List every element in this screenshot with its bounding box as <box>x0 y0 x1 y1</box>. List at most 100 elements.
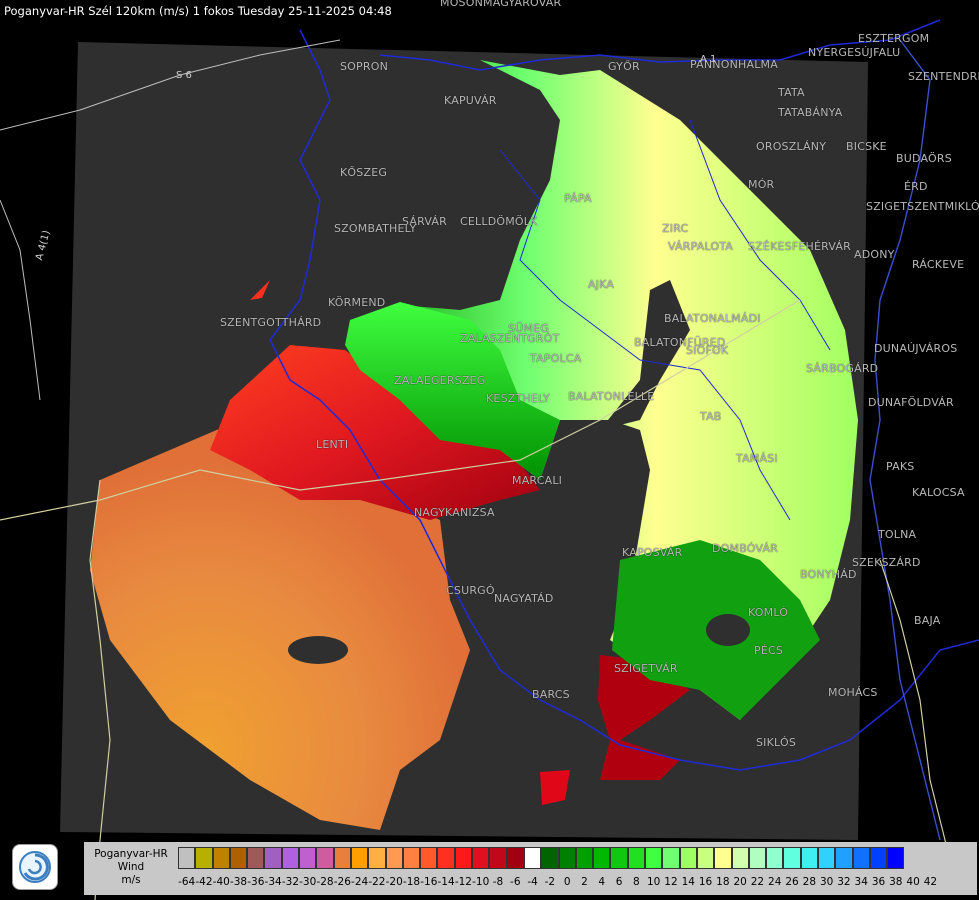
road-label: S 6 <box>176 70 192 81</box>
legend-swatch <box>420 847 438 869</box>
place-label: SZIGETVÁR <box>614 662 678 675</box>
legend-swatches <box>178 847 905 871</box>
place-label: DUNAÚJVÁROS <box>874 342 958 355</box>
border-line-north <box>379 19 941 71</box>
legend-tick-label: -8 <box>492 876 504 888</box>
legend-swatch <box>454 847 473 869</box>
legend-swatch <box>264 847 282 869</box>
legend-tick-label: 0 <box>563 876 571 888</box>
place-label: CELLDÖMÖLK <box>460 215 538 228</box>
place-label: LENTI <box>316 438 349 451</box>
legend-tick-label: -16 <box>420 876 438 888</box>
legend-tick-label: -34 <box>264 876 282 888</box>
blank-patch-1 <box>288 636 348 664</box>
blank-patch-2 <box>706 614 750 646</box>
legend-tick-label: -14 <box>437 876 455 888</box>
place-label: SÁRBOGÁRD <box>806 362 879 375</box>
legend-tick-label: -10 <box>472 876 490 888</box>
legend-tick-label: 36 <box>871 876 886 888</box>
place-label: TAB <box>700 410 722 423</box>
place-label: DOMBÓVÁR <box>712 542 779 555</box>
place-label: MOSONMAGYARÓVÁR <box>440 0 562 9</box>
road-label: A 1 <box>700 54 717 65</box>
legend-swatch <box>696 847 715 869</box>
place-label: ZALAEGERSZEG <box>394 374 486 387</box>
legend-tick-label: -32 <box>281 876 299 888</box>
road-line-3 <box>879 559 951 861</box>
place-label: KOMLÓ <box>748 606 789 619</box>
legend-swatch <box>472 847 490 869</box>
legend-swatch <box>195 847 213 869</box>
place-label: RÁCKEVE <box>912 258 965 271</box>
place-label: ÉRD <box>904 180 928 193</box>
place-label: PANNONHALMA <box>690 58 778 71</box>
legend-tick-label: 10 <box>646 876 661 888</box>
place-label: SZEKSZÁRD <box>852 556 921 569</box>
legend-tick-label: 16 <box>698 876 713 888</box>
legend-swatch <box>333 847 351 869</box>
place-label: PAKS <box>886 460 915 473</box>
legend-tick-label: -26 <box>333 876 351 888</box>
legend-swatch <box>506 847 524 869</box>
legend-tick-label: -28 <box>316 876 334 888</box>
legend-tick-label: 20 <box>733 876 747 888</box>
legend-tick-label: -38 <box>229 876 248 888</box>
legend-swatch <box>766 847 784 869</box>
legend-swatch <box>178 847 196 869</box>
legend-swatch <box>385 847 403 869</box>
place-label: TOLNA <box>878 528 917 541</box>
echo-south-red <box>598 655 690 780</box>
place-label: BALATONLELLE <box>568 390 655 403</box>
echo-small-red-2 <box>540 770 570 805</box>
legend-station: Poganyvar-HR <box>94 848 168 860</box>
place-label: MÓR <box>748 178 775 191</box>
place-label: MOHÁCS <box>828 686 878 699</box>
legend-tick-label: 14 <box>681 876 695 888</box>
place-label: MARCALI <box>512 474 563 487</box>
legend-tick-label: -24 <box>351 876 369 888</box>
place-label: BAJA <box>914 614 941 627</box>
legend-swatch <box>575 847 594 869</box>
place-label: KAPOSVÁR <box>622 546 683 559</box>
legend-tick-label: -30 <box>299 876 317 888</box>
echo-small-red-1 <box>250 280 270 300</box>
map-title: Poganyvar-HR Szél 120km (m/s) 1 fokos Tu… <box>4 4 392 18</box>
county-line-1 <box>499 149 791 521</box>
legend-swatch <box>299 847 317 869</box>
legend-tick-label: 26 <box>785 876 799 888</box>
place-label: BONYHÁD <box>800 568 857 581</box>
legend-swatch <box>748 847 767 869</box>
legend-tick-label: 28 <box>802 876 817 888</box>
legend-label: Poganyvar-HR Wind m/s <box>84 842 178 895</box>
place-label: AJKA <box>588 278 615 291</box>
place-label: ESZTERGOM <box>858 32 930 45</box>
legend-tick-label: 8 <box>633 876 640 888</box>
legend-tick-label: -64 <box>178 876 196 888</box>
place-label: KŐSZEG <box>340 166 388 179</box>
legend-tick-label: 40 <box>906 876 920 888</box>
road-line-1 <box>0 299 801 521</box>
place-label: KALOCSA <box>912 486 965 499</box>
legend-swatch <box>783 847 801 869</box>
road-line-4 <box>0 39 341 131</box>
legend-swatch <box>887 847 905 869</box>
place-label: DUNAFÖLDVÁR <box>868 396 954 409</box>
place-label: NYERGESÚJFALU <box>808 46 901 59</box>
legend-swatch <box>731 847 749 869</box>
legend-tick-label: -12 <box>454 876 472 888</box>
legend-tick-label: 18 <box>716 876 730 888</box>
balaton-hole <box>600 280 690 430</box>
place-label: VÁRPALOTA <box>668 240 734 253</box>
legend-tick-label: -6 <box>510 876 521 888</box>
legend-tick-label: -20 <box>385 876 403 888</box>
place-label: BALATONFÜRED <box>634 336 726 349</box>
legend-swatch <box>489 847 507 869</box>
legend-swatch <box>714 847 732 869</box>
legend-tick-label: 32 <box>837 876 851 888</box>
legend-unit: m/s <box>121 874 141 886</box>
legend-ticks: -64 -42 -40 -38 -36 -34 -32 -30 -28 -26 -24 -22 -20-… <box>178 876 939 890</box>
place-label: SÜMEG <box>508 322 549 335</box>
place-label: ADONY <box>854 248 895 261</box>
